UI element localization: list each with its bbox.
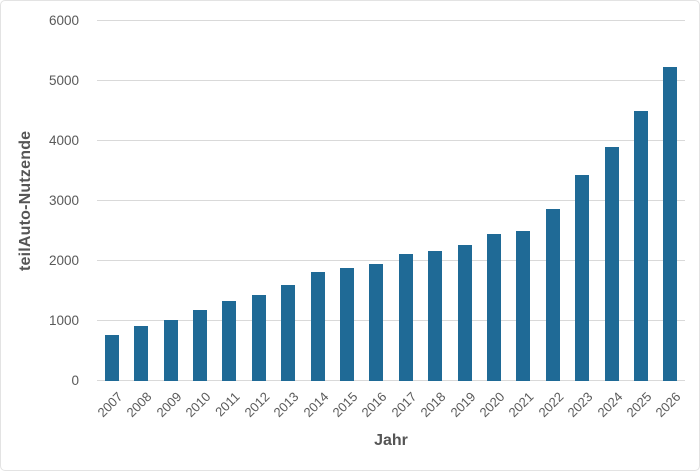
bar-slot-2010 xyxy=(185,21,214,381)
bar-slot-2016 xyxy=(362,21,391,381)
bar-2010 xyxy=(192,310,207,381)
bar-slot-2017 xyxy=(391,21,420,381)
bar-slot-2014 xyxy=(303,21,332,381)
gridline-3000 xyxy=(97,200,685,201)
bar-2008 xyxy=(134,326,149,381)
bar-2020 xyxy=(486,234,501,381)
bar-2011 xyxy=(222,301,237,381)
bar-2015 xyxy=(339,267,354,381)
y-tick-label-2000: 2000 xyxy=(48,253,79,268)
bar-2016 xyxy=(369,264,384,381)
y-tick-label-1000: 1000 xyxy=(48,313,79,328)
gridline-5000 xyxy=(97,80,685,81)
bar-slot-2013 xyxy=(273,21,302,381)
x-tick-label-2009: 2009 xyxy=(153,389,185,421)
bar-2021 xyxy=(516,231,531,381)
bar-slot-2025 xyxy=(626,21,655,381)
x-axis-tick-labels: 2007 2008 2009 2010 2011 2012 2013 2014 2015 2016… xyxy=(94,381,685,470)
x-tick-label-2025: 2025 xyxy=(623,389,655,421)
gridline-0 xyxy=(97,380,685,381)
x-tick-label-2024: 2024 xyxy=(594,389,626,421)
x-tick-label-2023: 2023 xyxy=(564,389,596,421)
x-tick-label-2014: 2014 xyxy=(300,389,332,421)
bar-2017 xyxy=(398,254,413,381)
bar-slot-2011 xyxy=(215,21,244,381)
gridline-2000 xyxy=(97,260,685,261)
bar-2024 xyxy=(604,147,619,381)
bar-slot-2019 xyxy=(450,21,479,381)
y-tick-label-4000: 4000 xyxy=(48,133,79,148)
bar-slot-2020 xyxy=(479,21,508,381)
x-tick-label-2017: 2017 xyxy=(388,389,420,421)
bar-series xyxy=(97,21,685,381)
bar-slot-2018 xyxy=(420,21,449,381)
gridline-6000 xyxy=(97,20,685,21)
bar-2026 xyxy=(663,66,678,381)
bar-2023 xyxy=(575,175,590,381)
x-tick-label-2008: 2008 xyxy=(123,389,155,421)
x-tick-label-2021: 2021 xyxy=(505,389,537,421)
x-tick-label-2011: 2011 xyxy=(212,389,243,420)
y-tick-label-0: 0 xyxy=(71,373,79,388)
x-tick-label-2012: 2012 xyxy=(241,389,273,421)
x-tick-label-2019: 2019 xyxy=(447,389,479,421)
bar-slot-2022 xyxy=(538,21,567,381)
x-tick-label-2026: 2026 xyxy=(652,389,684,421)
y-tick-label-5000: 5000 xyxy=(48,73,79,88)
bar-slot-2009 xyxy=(156,21,185,381)
x-tick-label-2016: 2016 xyxy=(358,389,390,421)
bar-slot-2023 xyxy=(568,21,597,381)
x-tick-label-2010: 2010 xyxy=(182,389,214,421)
y-tick-label-6000: 6000 xyxy=(48,13,79,28)
bar-2018 xyxy=(428,250,443,381)
x-tick-label-2013: 2013 xyxy=(270,389,302,421)
bar-slot-2015 xyxy=(332,21,361,381)
bar-2012 xyxy=(251,295,266,381)
bar-slot-2012 xyxy=(244,21,273,381)
bar-slot-2026 xyxy=(656,21,685,381)
x-tick-label-2022: 2022 xyxy=(535,389,567,421)
x-axis-title: Jahr xyxy=(374,432,408,449)
bar-slot-2021 xyxy=(509,21,538,381)
bar-2013 xyxy=(281,285,296,381)
bar-2025 xyxy=(634,111,649,381)
bar-2019 xyxy=(457,244,472,381)
y-tick-label-3000: 3000 xyxy=(48,193,79,208)
bar-2014 xyxy=(310,272,325,381)
gridline-1000 xyxy=(97,320,685,321)
bar-slot-2024 xyxy=(597,21,626,381)
bar-slot-2008 xyxy=(126,21,155,381)
x-tick-label-2018: 2018 xyxy=(417,389,449,421)
x-tick-label-2020: 2020 xyxy=(476,389,508,421)
x-tick-label-2007: 2007 xyxy=(94,389,126,421)
plot-area xyxy=(97,20,685,381)
x-tick-label-2015: 2015 xyxy=(329,389,361,421)
bar-2009 xyxy=(163,320,178,381)
bar-slot-2007 xyxy=(97,21,126,381)
gridline-4000 xyxy=(97,140,685,141)
bar-2022 xyxy=(545,208,560,381)
bar-2007 xyxy=(104,335,119,381)
